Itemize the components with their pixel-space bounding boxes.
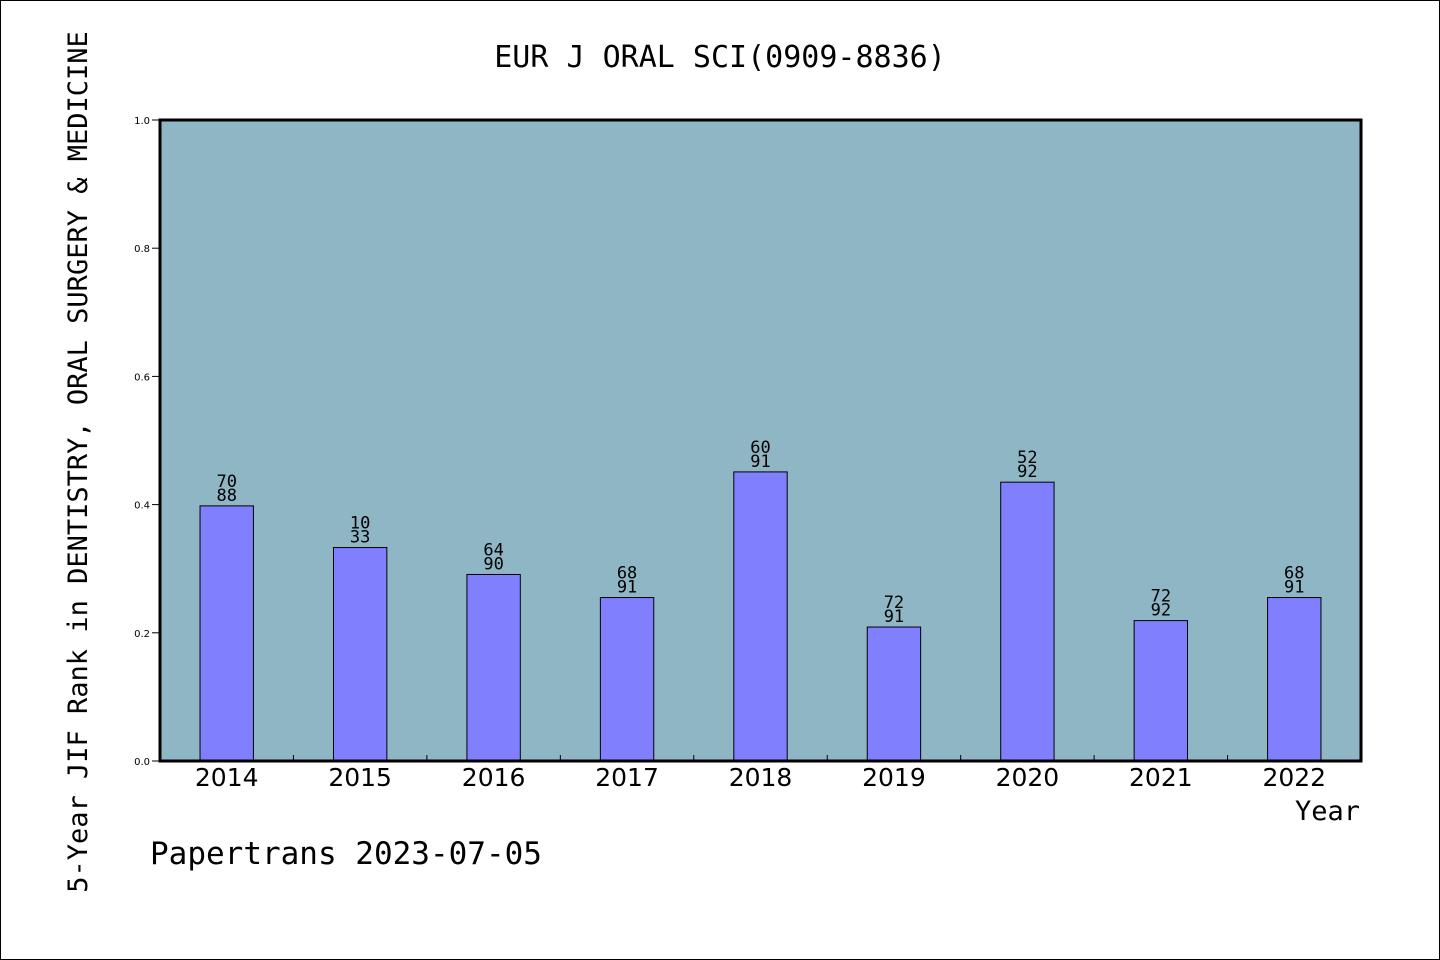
x-axis-ticks: 2014 2015 2016 2017 2018 2019 2020 2021 2022 [195, 755, 1326, 792]
y-tick-label: 0.2 [134, 629, 150, 640]
bar-2018 [733, 471, 788, 762]
bar-rank-label-2018: 60 [750, 438, 770, 458]
y-axis-ticks: 0.0 0.2 0.4 0.6 0.8 1.0 [134, 116, 160, 768]
footer-credit: Papertrans 2023-07-05 [150, 836, 542, 872]
y-tick-label: 0.8 [134, 244, 150, 255]
bar-total-label-2018: 91 [750, 452, 770, 472]
bar-2016 [466, 573, 521, 762]
bar-rank-label-2021: 72 [1151, 587, 1171, 607]
bar-total-label-2020: 92 [1017, 462, 1037, 482]
bar-rank-label-2015: 10 [350, 514, 370, 534]
y-axis-label: 5-Year JIF Rank in DENTISTRY, ORAL SURGE… [63, 31, 94, 893]
y-tick-label: 0.6 [134, 372, 150, 383]
bar-rank-label-2014: 70 [216, 472, 236, 492]
bar-total-label-2022: 91 [1284, 578, 1304, 598]
y-tick-label: 0.4 [134, 501, 150, 512]
bar-rank-label-2017: 68 [617, 564, 637, 584]
bar-2021 [1133, 620, 1189, 762]
bar-rank-label-2016: 64 [483, 540, 503, 560]
y-tick-label: 1.0 [134, 116, 150, 127]
y-tick-label: 0.0 [134, 757, 150, 768]
bars-group [199, 471, 1322, 762]
bar-2020 [1000, 481, 1055, 762]
bar-2017 [599, 597, 655, 762]
bar-2014 [199, 505, 254, 762]
x-tick-label-2015: 2015 [328, 763, 392, 792]
x-tick-label-2017: 2017 [595, 763, 659, 792]
x-tick-label-2021: 2021 [1129, 763, 1193, 792]
bar-total-label-2019: 91 [884, 607, 904, 627]
bar-2015 [332, 547, 388, 762]
plot-border [158, 118, 1363, 763]
bar-total-label-2021: 92 [1151, 601, 1171, 621]
bar-rank-label-2020: 52 [1017, 448, 1037, 468]
bar-2019 [866, 626, 922, 762]
chart-title: EUR J ORAL SCI(0909-8836) [494, 40, 946, 75]
bar-rank-label-2019: 72 [884, 593, 904, 613]
x-axis-label: Year [1295, 796, 1360, 827]
x-tick-label-2019: 2019 [862, 763, 926, 792]
bar-total-label-2016: 90 [483, 554, 503, 574]
x-tick-label-2016: 2016 [462, 763, 526, 792]
bar-total-label-2014: 88 [216, 486, 236, 506]
x-tick-label-2020: 2020 [996, 763, 1060, 792]
x-tick-label-2022: 2022 [1262, 763, 1326, 792]
bar-rank-label-2022: 68 [1284, 564, 1304, 584]
bar-total-label-2015: 33 [350, 528, 370, 548]
x-tick-label-2018: 2018 [729, 763, 793, 792]
x-tick-label-2014: 2014 [195, 763, 259, 792]
bar-2022 [1267, 597, 1322, 762]
bar-total-label-2017: 91 [617, 578, 637, 598]
